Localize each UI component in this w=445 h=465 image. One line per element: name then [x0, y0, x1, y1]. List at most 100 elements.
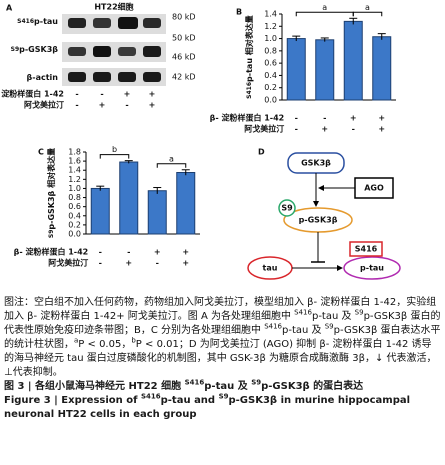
blot-row-label-text: β-actin: [27, 73, 59, 82]
y-tick-label: 0.2: [264, 83, 277, 92]
condition-sign: +: [182, 259, 189, 268]
caption-text: S9: [218, 392, 229, 401]
condition-sign: +: [99, 101, 106, 110]
significance-bracket: [156, 163, 187, 168]
y-axis-label: S9p-GSK3β 相对表达量: [46, 148, 56, 238]
blot-row-label: S416p-tau: [17, 17, 58, 26]
blot: [62, 14, 166, 86]
node-label: p-GSK3β: [299, 216, 338, 225]
y-axis-label-text: p-tau 相对表达量: [244, 15, 254, 82]
caption-title-en: Figure 3 | Expression of S416p-tau and S…: [4, 392, 441, 422]
y-tick-label: 0.8: [68, 193, 81, 202]
caption-text: p-GSK3β 蛋白表达水平的统计柱状图，: [4, 325, 441, 350]
caption-text: S9: [251, 378, 262, 387]
y-tick-label: 1.2: [264, 22, 277, 31]
caption-title-cn: 图 3 | 各组小鼠海马神经元 HT22 细胞 S416p-tau 及 S9p-…: [4, 378, 441, 394]
condition-sign: -: [99, 248, 102, 257]
y-tick-label: 0.6: [68, 202, 81, 211]
blot-row-label-sup: S416: [17, 18, 34, 25]
node-label: AGO: [364, 184, 384, 193]
caption-text: S416: [264, 322, 283, 331]
y-tick-label: 1.8: [68, 148, 81, 157]
caption-note: 图注：空白组不加入任何药物，药物组加入阿戈美拉汀，模型组加入 β- 淀粉样蛋白 …: [4, 296, 441, 380]
diagram: [247, 152, 401, 280]
condition-sign: -: [99, 259, 102, 268]
y-axis-label-sup: S9: [48, 230, 55, 239]
marker-label: 50 kD: [172, 34, 196, 43]
significance-bracket: [295, 11, 354, 17]
condition-sign: +: [321, 125, 328, 134]
condition-sign: +: [125, 259, 132, 268]
caption-text: p-tau and: [160, 395, 219, 406]
y-tick-label: 0.0: [68, 230, 81, 239]
condition-sign: -: [127, 248, 130, 257]
y-tick-label: 0.0: [264, 96, 277, 105]
y-tick-label: 0.6: [264, 59, 277, 68]
panel-label: D: [258, 148, 265, 157]
y-tick-label: 1.0: [264, 34, 277, 43]
condition-sign: +: [154, 248, 161, 257]
panel-label: B: [236, 8, 242, 17]
condition-sign: +: [149, 101, 156, 110]
caption-text: S416: [140, 392, 161, 401]
bar: [343, 20, 363, 101]
blot-row-label: S9p-GSK3β: [11, 45, 59, 54]
condition-sign: +: [182, 248, 189, 257]
condition-sign: +: [350, 114, 357, 123]
marker-label: 80 kD: [172, 13, 196, 22]
marker-label: 46 kD: [172, 53, 196, 62]
y-axis-label: S416p-tau 相对表达量: [244, 15, 254, 99]
significance-bracket: [352, 11, 383, 17]
y-tick-label: 0.4: [264, 71, 277, 80]
node-label: S416: [355, 245, 378, 254]
blot-row-label-sup: S9: [11, 46, 20, 53]
y-tick-label: 0.4: [68, 211, 81, 220]
significance-label: b: [112, 145, 117, 154]
blot-row-label-text: p-tau: [34, 17, 58, 26]
bar: [90, 187, 110, 235]
caption-text: 图注：空白组不加入任何药物，药物组加入阿戈美拉汀，模型组加入 β- 淀粉样蛋白 …: [4, 297, 437, 322]
blot-title: HT22细胞: [94, 2, 133, 12]
condition-name: β- 淀粉样蛋白 1-42: [14, 247, 89, 257]
y-tick-label: 1.4: [264, 10, 277, 19]
significance-label: a: [169, 154, 174, 163]
marker-label: 42 kD: [172, 73, 196, 82]
bar: [286, 38, 306, 101]
caption-text: 图 3 | 各组小鼠海马神经元 HT22 细胞: [4, 381, 185, 392]
condition-name: β- 淀粉样蛋白 1-42: [0, 89, 64, 99]
panel-label: A: [6, 4, 13, 13]
condition-sign: +: [378, 114, 385, 123]
node-label: p-tau: [360, 264, 384, 273]
bar: [119, 161, 139, 235]
bar: [147, 190, 167, 235]
caption-text: a: [74, 336, 79, 345]
caption-text: b: [131, 336, 136, 345]
condition-name: 阿戈美拉汀: [48, 258, 88, 268]
y-tick-label: 1.4: [68, 166, 81, 175]
y-tick-label: 0.2: [68, 220, 81, 229]
condition-sign: -: [156, 259, 159, 268]
significance-bracket: [99, 154, 130, 159]
y-tick-label: 1.2: [68, 175, 81, 184]
caption-text: p-tau 及: [204, 381, 252, 392]
blot-row-label: β-actin: [27, 73, 59, 82]
node-label: tau: [263, 264, 278, 273]
caption-text: p-GSK3β 蛋白的代表性原始免疫印迹条带图；B，C 分别为各处理组细胞中: [4, 311, 441, 336]
bar: [315, 39, 335, 101]
caption-text: S9: [354, 308, 364, 317]
condition-name: 阿戈美拉汀: [24, 100, 64, 110]
y-axis-label-text: p-GSK3β 相对表达量: [46, 148, 56, 230]
y-axis-label-sup: S416: [246, 82, 253, 99]
caption-text: p-tau 及: [282, 325, 325, 336]
condition-sign: -: [75, 101, 78, 110]
caption-text: Figure 3 | Expression of: [4, 395, 141, 406]
caption-text: p-GSK3β 的蛋白表达: [261, 381, 364, 392]
significance-label: a: [365, 3, 370, 12]
bar: [372, 36, 392, 101]
condition-sign: -: [100, 90, 103, 99]
caption-text: p-tau 及: [311, 311, 355, 322]
caption: 图注：空白组不加入任何药物，药物组加入阿戈美拉汀，模型组加入 β- 淀粉样蛋白 …: [4, 296, 441, 422]
caption-text: p-GSK3β in murine hippocampal neuronal H…: [4, 395, 411, 420]
